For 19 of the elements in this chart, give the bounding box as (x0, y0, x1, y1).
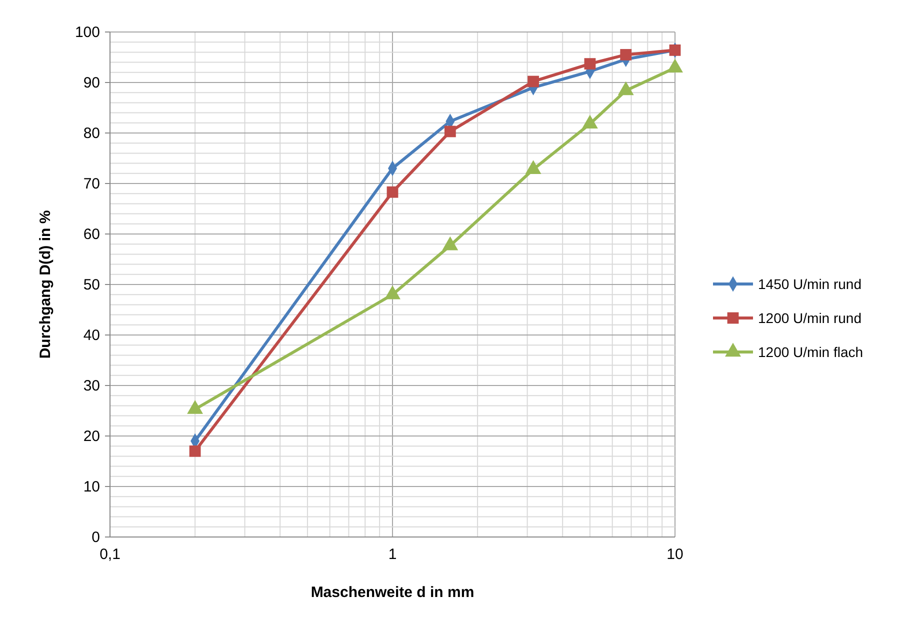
y-tick-label: 10 (83, 478, 100, 496)
y-axis-title: Durchgang D(d) in % (37, 210, 54, 359)
y-tick-label: 20 (83, 428, 100, 445)
y-tick-label: 0 (92, 529, 100, 546)
y-tick-label: 100 (74, 24, 100, 41)
y-tick-label: 70 (83, 176, 100, 192)
x-tick-label: 0,1 (100, 546, 120, 563)
y-tick-label: 60 (83, 226, 100, 243)
x-tick-label: 1 (388, 546, 397, 563)
y-tick-label: 30 (83, 378, 100, 394)
x-tick-label: 10 (666, 546, 684, 563)
legend-label: 1200 U/min rund (758, 310, 862, 326)
y-tick-label: 40 (83, 327, 100, 344)
legend-label: 1450 U/min rund (758, 276, 862, 292)
legend-label: 1200 U/min flach (758, 344, 864, 360)
x-axis-title: Maschenweite d in mm (310, 584, 474, 601)
y-tick-label: 90 (83, 74, 100, 92)
y-tick-label: 80 (83, 125, 100, 142)
y-tick-label: 50 (83, 276, 100, 294)
